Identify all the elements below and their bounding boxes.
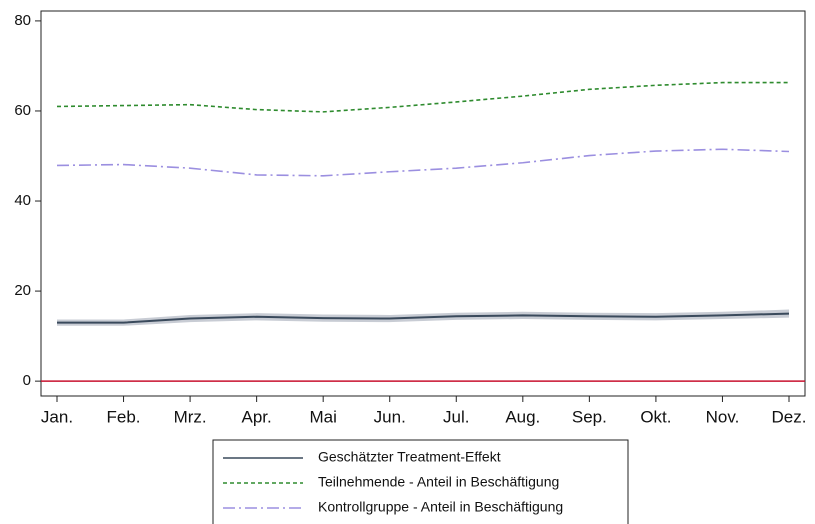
x-tick-label: Mrz. (174, 407, 207, 426)
y-tick-label: 60 (14, 102, 31, 119)
legend-label: Teilnehmende - Anteil in Beschäftigung (318, 474, 559, 490)
series-line (56, 148, 790, 177)
legend-label: Geschätzter Treatment-Effekt (318, 449, 501, 465)
y-tick-label: 0 (23, 372, 31, 389)
x-tick-label: Jul. (443, 407, 469, 426)
y-tick-label: 40 (14, 192, 31, 209)
legend-label: Kontrollgruppe - Anteil in Beschäftigung (318, 499, 563, 515)
x-tick-label: Mai (309, 407, 336, 426)
x-tick-label: Sep. (572, 407, 607, 426)
x-tick-label: Jun. (374, 407, 406, 426)
series-line (56, 81, 789, 113)
x-tick-label: Jan. (41, 407, 73, 426)
y-tick-label: 80 (14, 12, 31, 29)
x-tick-label: Okt. (640, 407, 671, 426)
plot-frame (40, 10, 806, 397)
x-tick-label: Aug. (505, 407, 540, 426)
x-tick-label: Apr. (242, 407, 272, 426)
x-tick-label: Dez. (772, 407, 807, 426)
y-tick-label: 20 (14, 282, 31, 299)
x-tick-label: Feb. (107, 407, 141, 426)
legend-box (212, 439, 629, 524)
series-line (57, 312, 790, 324)
x-tick-label: Nov. (706, 407, 740, 426)
